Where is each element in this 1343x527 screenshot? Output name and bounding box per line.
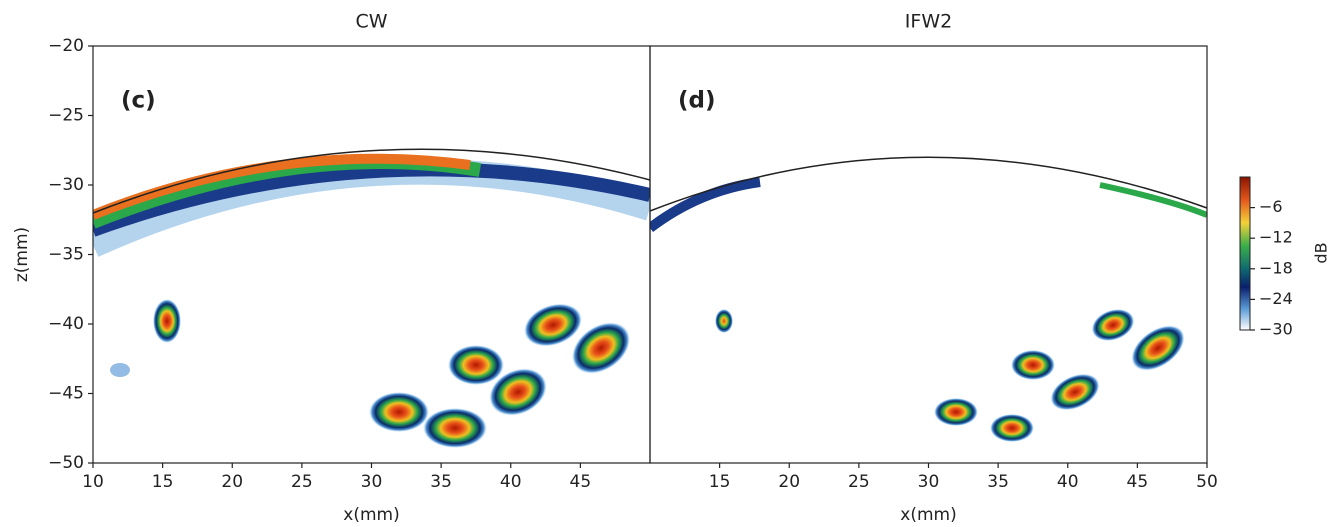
x-tick-label: 35 xyxy=(987,472,1009,492)
surface-line xyxy=(649,156,1208,212)
colorbar-label: dB xyxy=(1312,242,1331,263)
panel-label: (d) xyxy=(678,88,716,114)
colorbar-tick-label: −12 xyxy=(1259,228,1293,247)
x-tick-label: 10 xyxy=(82,472,104,492)
axes-frame xyxy=(92,45,651,464)
panel-label: (c) xyxy=(121,88,156,114)
x-tick-label: 25 xyxy=(291,472,313,492)
y-tick-label: −30 xyxy=(48,175,84,195)
x-tick-label: 30 xyxy=(918,472,940,492)
x-tick-label: 45 xyxy=(570,472,592,492)
y-tick-label: −35 xyxy=(48,245,84,265)
surface-line xyxy=(92,148,651,214)
x-tick-label: 40 xyxy=(1057,472,1079,492)
colorbar-tick-label: −18 xyxy=(1259,258,1293,277)
x-tick-label: 40 xyxy=(500,472,522,492)
x-tick-label: 20 xyxy=(778,472,800,492)
y-tick-label: −40 xyxy=(48,314,84,334)
x-axis-label: x(mm) xyxy=(343,505,399,525)
colorbar-tick-label: −30 xyxy=(1259,320,1293,339)
panel-title: CW xyxy=(355,11,387,33)
panel-title: IFW2 xyxy=(905,11,952,33)
x-tick-label: 45 xyxy=(1127,472,1149,492)
x-tick-label: 35 xyxy=(430,472,452,492)
x-tick-label: 50 xyxy=(1196,472,1218,492)
colorbar xyxy=(1239,176,1251,331)
x-tick-label: 15 xyxy=(152,472,174,492)
x-tick-label: 15 xyxy=(709,472,731,492)
x-tick-label: 25 xyxy=(848,472,870,492)
colorbar-tick-label: −6 xyxy=(1259,197,1283,216)
cw-image xyxy=(93,153,650,448)
axes-frame xyxy=(649,45,1208,464)
y-tick-label: −50 xyxy=(48,453,84,473)
y-tick-label: −20 xyxy=(48,36,84,56)
x-axis-label: x(mm) xyxy=(900,505,956,525)
colorbar-tick-label: −24 xyxy=(1259,289,1293,308)
y-tick-label: −45 xyxy=(48,384,84,404)
x-tick-label: 30 xyxy=(361,472,383,492)
y-tick-label: −25 xyxy=(48,106,84,126)
ifw2-image xyxy=(650,177,1207,442)
x-tick-label: 20 xyxy=(221,472,243,492)
y-axis-label: z(mm) xyxy=(12,227,32,282)
